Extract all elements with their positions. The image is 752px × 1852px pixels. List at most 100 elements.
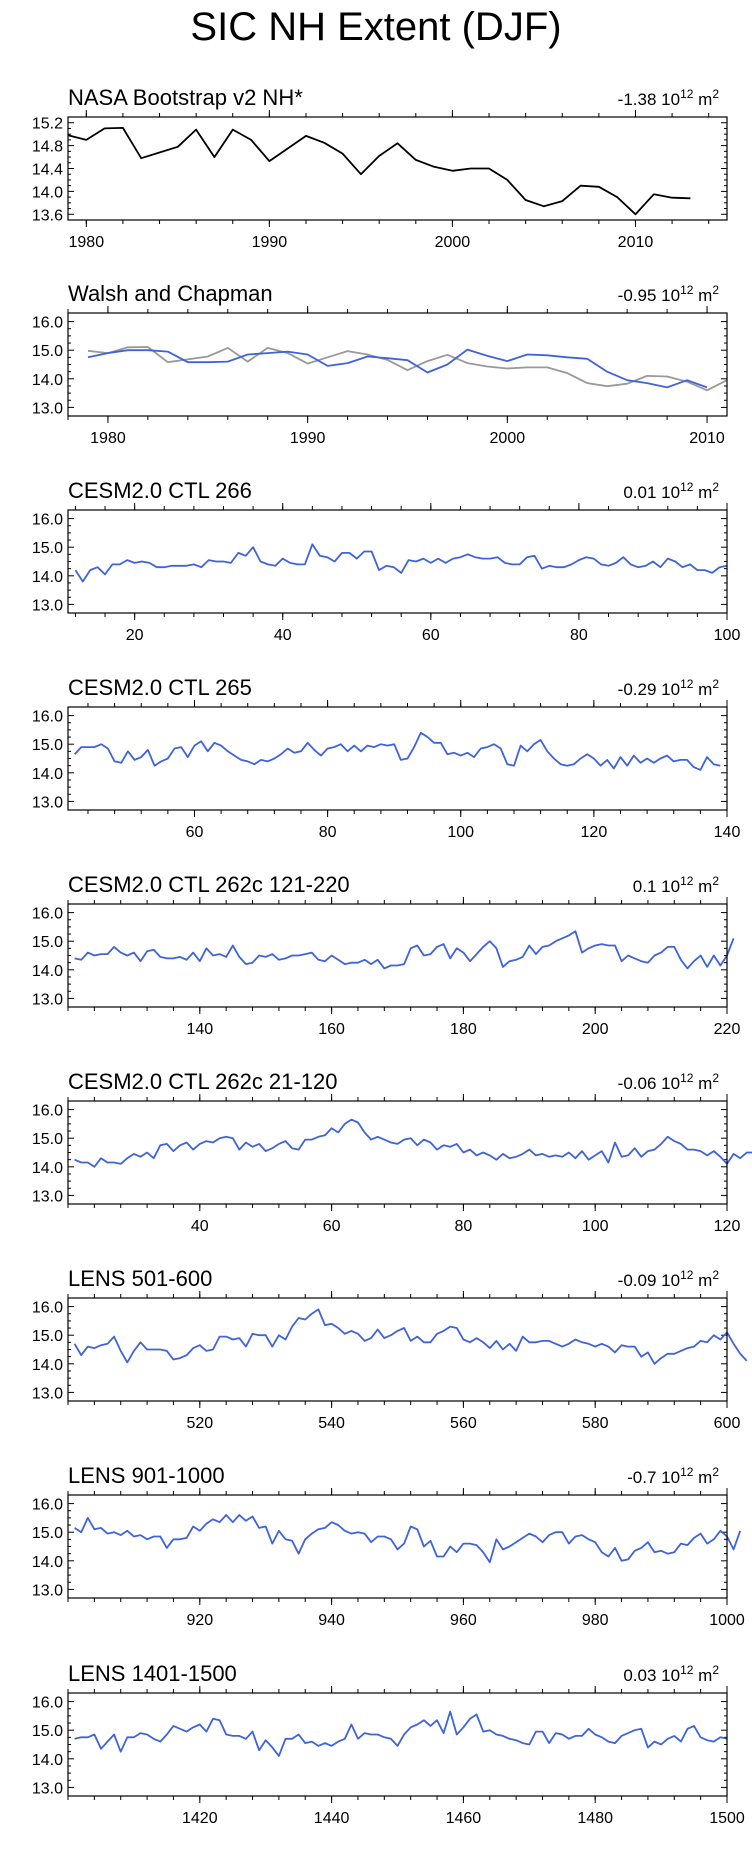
x-tick-label: 2000 [435, 234, 471, 251]
x-tick-label: 60 [186, 824, 204, 841]
figure-title: SIC NH Extent (DJF) [190, 5, 561, 49]
x-tick-label: 1990 [290, 430, 326, 447]
y-tick-label: 14.0 [32, 184, 63, 201]
y-tick-label: 13.0 [32, 794, 63, 811]
panel-title: Walsh and Chapman [68, 281, 273, 306]
y-tick-label: 14.0 [32, 1554, 63, 1571]
trend-label: 0.1 1012 m2 [633, 874, 720, 896]
y-tick-label: 14.0 [32, 1357, 63, 1374]
x-tick-label: 560 [450, 1415, 477, 1432]
chart-panel-7: LENS 501-600 -0.09 1012 m2 13.0 14.0 15.0 16.… [32, 1266, 748, 1432]
x-tick-label: 180 [450, 1021, 477, 1038]
panel-title: NASA Bootstrap v2 NH* [68, 85, 303, 110]
plot-frame [67, 312, 728, 417]
panel-title: CESM2.0 CTL 266 [68, 478, 252, 503]
x-tick-label: 1460 [446, 1810, 482, 1827]
chart-panel-8: LENS 901-1000 -0.7 1012 m2 13.0 14.0 15.0 16.… [32, 1463, 745, 1629]
y-tick-label: 14.8 [32, 139, 63, 156]
y-tick-label: 15.0 [32, 540, 63, 557]
x-tick-label: 1420 [182, 1810, 218, 1827]
chart-panel-6: CESM2.0 CTL 262c 21-120 -0.06 1012 m2 13.0… [32, 1069, 752, 1235]
x-tick-label: 200 [582, 1021, 609, 1038]
x-tick-label: 920 [186, 1612, 213, 1629]
y-tick-label: 13.0 [32, 991, 63, 1008]
y-tick-label: 15.0 [32, 343, 63, 360]
series-line [67, 127, 691, 216]
x-tick-label: 2000 [490, 430, 526, 447]
x-tick-label: 540 [318, 1415, 345, 1432]
x-tick-label: 980 [582, 1612, 609, 1629]
trend-label: -0.7 1012 m2 [627, 1465, 719, 1487]
series-line [87, 348, 708, 389]
x-tick-label: 2010 [618, 234, 654, 251]
y-tick-label: 14.4 [32, 162, 63, 179]
y-tick-label: 13.0 [32, 400, 63, 417]
y-tick-label: 13.0 [32, 1188, 63, 1205]
x-tick-label: 60 [422, 627, 440, 644]
panels: NASA Bootstrap v2 NH* -1.38 1012 m2 13.6 14… [32, 85, 752, 1827]
y-tick-label: 15.0 [32, 1328, 63, 1345]
chart-panel-9: LENS 1401-1500 0.03 1012 m2 13.0 14.0 15.0 16… [32, 1661, 745, 1827]
y-tick-label: 14.0 [32, 766, 63, 783]
x-tick-label: 80 [319, 824, 337, 841]
x-tick-label: 1000 [709, 1612, 745, 1629]
plot-frame [67, 1100, 728, 1205]
series-line [87, 346, 728, 392]
y-tick-label: 14.0 [32, 569, 63, 586]
x-tick-label: 40 [274, 627, 292, 644]
chart-panel-1: NASA Bootstrap v2 NH* -1.38 1012 m2 13.6 14… [32, 85, 728, 251]
x-tick-label: 100 [582, 1218, 609, 1235]
plot-frame [67, 1494, 728, 1599]
trend-label: 0.03 1012 m2 [623, 1663, 719, 1685]
x-tick-label: 940 [318, 1612, 345, 1629]
x-tick-label: 1990 [252, 234, 288, 251]
x-tick-label: 1480 [577, 1810, 613, 1827]
x-tick-label: 160 [318, 1021, 345, 1038]
y-tick-label: 15.0 [32, 1723, 63, 1740]
panel-title: LENS 1401-1500 [68, 1661, 237, 1686]
x-tick-label: 100 [714, 627, 741, 644]
x-tick-label: 40 [191, 1218, 209, 1235]
trend-label: -1.38 1012 m2 [618, 87, 720, 109]
y-tick-label: 15.0 [32, 934, 63, 951]
y-tick-label: 16.0 [32, 315, 63, 332]
x-tick-label: 100 [447, 824, 474, 841]
y-tick-label: 15.0 [32, 737, 63, 754]
x-tick-label: 80 [570, 627, 588, 644]
y-tick-label: 13.0 [32, 597, 63, 614]
x-tick-label: 120 [714, 1218, 741, 1235]
y-tick-label: 13.0 [32, 1780, 63, 1797]
x-tick-label: 20 [126, 627, 144, 644]
y-tick-label: 14.0 [32, 963, 63, 980]
x-tick-label: 1980 [90, 430, 126, 447]
y-tick-label: 16.0 [32, 709, 63, 726]
trend-label: 0.01 1012 m2 [623, 480, 719, 502]
x-tick-label: 600 [714, 1415, 741, 1432]
trend-label: -0.95 1012 m2 [618, 283, 720, 305]
y-tick-label: 16.0 [32, 1497, 63, 1514]
trend-label: -0.29 1012 m2 [618, 677, 720, 699]
x-tick-label: 960 [450, 1612, 477, 1629]
series-line [74, 930, 735, 970]
x-tick-label: 120 [581, 824, 608, 841]
series-line [73, 1308, 748, 1365]
y-tick-label: 13.0 [32, 1385, 63, 1402]
y-tick-label: 14.0 [32, 372, 63, 389]
y-tick-label: 16.0 [32, 1300, 63, 1317]
series-line [74, 1118, 752, 1168]
y-tick-label: 13.0 [32, 1582, 63, 1599]
x-tick-label: 80 [455, 1218, 473, 1235]
plot-frame [67, 509, 728, 614]
trend-label: -0.09 1012 m2 [618, 1268, 720, 1290]
panel-title: CESM2.0 CTL 262c 21-120 [68, 1069, 337, 1094]
x-tick-label: 60 [323, 1218, 341, 1235]
y-tick-label: 15.0 [32, 1525, 63, 1542]
x-tick-label: 520 [186, 1415, 213, 1432]
y-tick-label: 16.0 [32, 1103, 63, 1120]
chart-panel-3: CESM2.0 CTL 266 0.01 1012 m2 13.0 14.0 15.0 1… [32, 478, 741, 644]
x-tick-label: 2010 [689, 430, 725, 447]
chart-panel-2: Walsh and Chapman -0.95 1012 m2 13.0 14.0 15… [32, 281, 728, 447]
series-line [74, 1710, 728, 1757]
y-tick-label: 16.0 [32, 512, 63, 529]
x-tick-label: 140 [714, 824, 741, 841]
